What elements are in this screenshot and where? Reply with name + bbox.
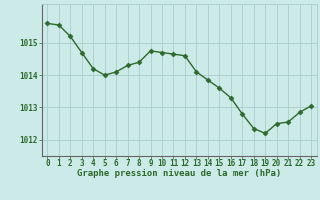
X-axis label: Graphe pression niveau de la mer (hPa): Graphe pression niveau de la mer (hPa)	[77, 169, 281, 178]
